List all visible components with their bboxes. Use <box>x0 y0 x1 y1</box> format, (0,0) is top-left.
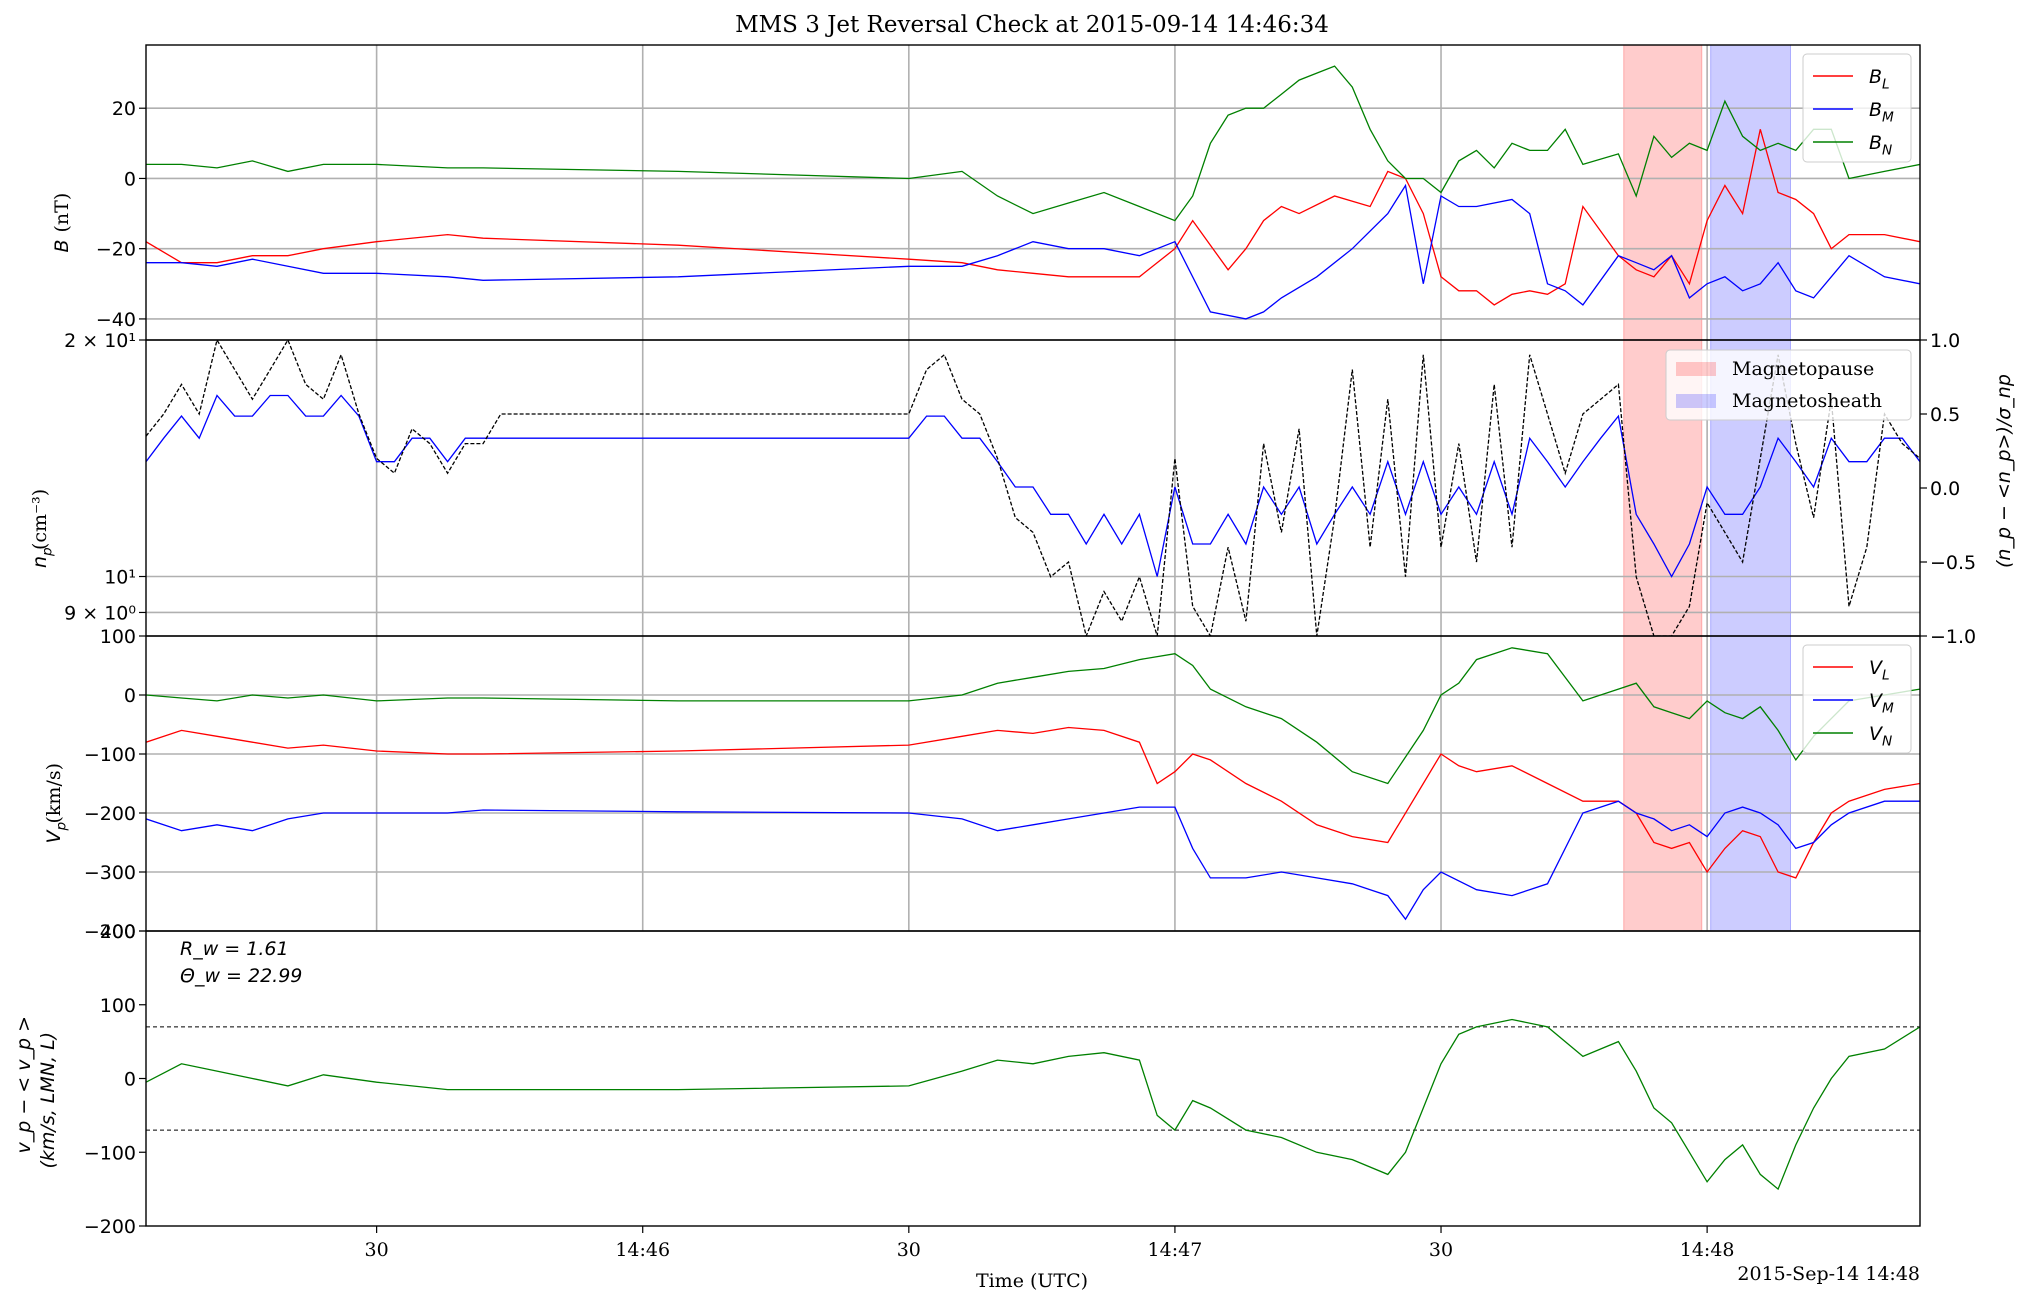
panel-4: 200 100 0 −100 −200 v_p − < v_p > (km/s, LMN, … <box>13 921 1921 1238</box>
y-tick-label: 10¹ <box>104 567 136 589</box>
series-line-v-p-v-p- <box>146 1018 1920 1191</box>
date-label: 2015-Sep-14 14:48 <box>1737 1263 1920 1285</box>
legend-box <box>1802 53 1912 163</box>
chart-title: MMS 3 Jet Reversal Check at 2015-09-14 1… <box>735 12 1329 38</box>
legend-label-b_n: BN <box>1869 132 1892 159</box>
y-tick-label: 200 <box>100 921 136 943</box>
y-tick-label: 9 × 10⁰ <box>64 602 136 624</box>
y-tick-label: −100 <box>84 744 136 766</box>
annotation-theta: Θ_w = 22.99 <box>180 965 302 987</box>
legend-box <box>1802 644 1912 754</box>
legend: BL BM BN <box>1802 53 1912 163</box>
y-right-tick-label: 0.0 <box>1930 478 1960 500</box>
series-line--n-p-n-p- <box>146 340 1920 636</box>
y-right-tick-label: 1.0 <box>1930 330 1960 352</box>
legend-swatch <box>1676 362 1716 376</box>
panel-frame <box>145 930 1921 1227</box>
y-tick-label: −300 <box>84 862 136 884</box>
y-tick-label: −40 <box>96 309 136 331</box>
y-axis-label-unit: (nT) <box>51 193 73 233</box>
legend-swatch <box>1676 394 1716 408</box>
x-tick-label: 30 <box>365 1239 389 1261</box>
panel-2: 2 × 10¹ 10¹ 9 × 10⁰ 1.0 0.5 0.0 −0.5 −1.0 np (cm… <box>29 330 2015 648</box>
y-axis-label: B <box>51 239 73 252</box>
x-axis: 30 14:46 30 14:47 30 14:48 <box>365 1226 1735 1261</box>
series-line-v-m <box>146 800 1920 921</box>
x-axis-label: Time (UTC) <box>976 1270 1088 1292</box>
y-tick-label: 2 × 10¹ <box>64 330 136 352</box>
legend: Magnetopause Magnetosheath <box>1665 349 1912 421</box>
y-tick-label: 100 <box>100 995 136 1017</box>
y-axis-label: v_p − < v_p > <box>13 1016 35 1154</box>
legend-label-b_l: BL <box>1869 66 1890 93</box>
shaded-regions <box>1623 44 1791 932</box>
legend-label-b_m: BM <box>1869 99 1894 126</box>
y-tick-label: 0 <box>124 1069 136 1091</box>
y-tick-label: −200 <box>84 1216 136 1238</box>
y-axis-label: Vp <box>43 822 70 844</box>
x-tick-label: 14:48 <box>1680 1239 1735 1261</box>
series-line-v-n <box>146 647 1920 785</box>
annotation-rw: R_w = 1.61 <box>180 938 289 960</box>
legend-label-v_l: VL <box>1869 657 1890 684</box>
y-tick-label: 0 <box>124 168 136 190</box>
y-right-tick-label: 0.5 <box>1930 404 1960 426</box>
y-axis-label-unit: (cm⁻³) <box>29 489 51 550</box>
y-tick-label: 20 <box>112 98 136 120</box>
y-tick-label: −200 <box>84 803 136 825</box>
legend-box <box>1665 349 1912 421</box>
x-tick-label: 14:47 <box>1148 1239 1203 1261</box>
series-line-v-l <box>146 726 1920 879</box>
series-line-b-m <box>146 183 1920 320</box>
series-line-b-l <box>146 129 1920 306</box>
y-tick-label: 0 <box>124 685 136 707</box>
legend-label-magnetosheath: Magnetosheath <box>1732 390 1882 412</box>
y-right-tick-label: −1.0 <box>1930 626 1976 648</box>
y-axis-label-unit: (km/s, LMN, L) <box>37 1032 59 1169</box>
x-tick-label: 30 <box>1429 1239 1453 1261</box>
panel-1: 20 0 −20 −40 B (nT) BL BM BN <box>51 44 1921 341</box>
legend-label-magnetopause: Magnetopause <box>1732 358 1874 380</box>
series-line-n-p <box>146 394 1920 578</box>
x-tick-label: 30 <box>897 1239 921 1261</box>
y-tick-label: −20 <box>96 239 136 261</box>
y-axis-label-right: (n_p − <n_p>)/σ_np <box>1993 374 2015 568</box>
y-tick-label: −400 <box>84 921 136 943</box>
y-axis-label: np <box>29 547 56 568</box>
legend-label-v_m: VM <box>1869 690 1894 717</box>
x-tick-label: 14:46 <box>615 1239 670 1261</box>
y-tick-label: 100 <box>100 626 136 648</box>
y-right-tick-label: −0.5 <box>1930 552 1976 574</box>
series-line-b-n <box>146 65 1920 222</box>
legend-label-v_n: VN <box>1869 723 1892 750</box>
y-axis-label-unit: (km/s) <box>43 763 65 824</box>
legend: VL VM VN <box>1802 644 1912 754</box>
y-tick-label: −100 <box>84 1142 136 1164</box>
